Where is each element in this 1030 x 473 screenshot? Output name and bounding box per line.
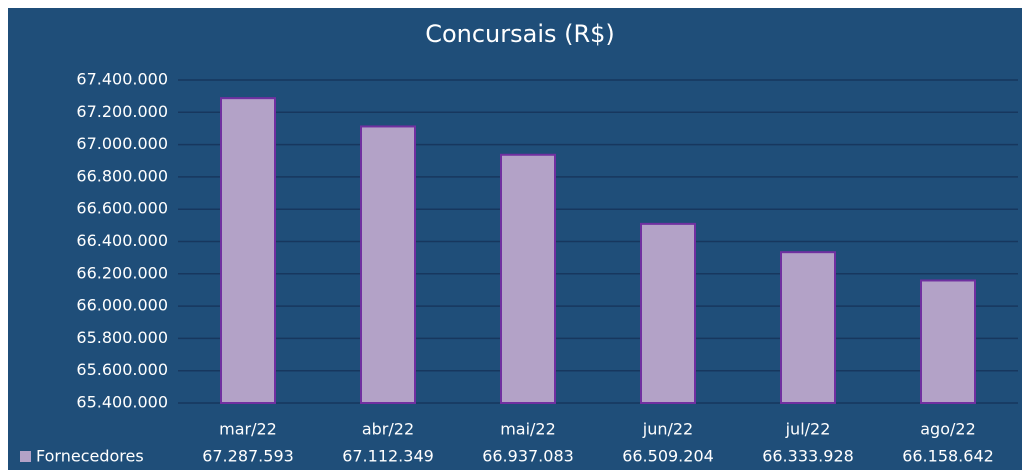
x-tick-label: jun/22 [642, 420, 693, 439]
y-tick-label: 66.600.000 [76, 199, 168, 218]
y-tick-label: 66.200.000 [76, 263, 168, 282]
y-tick-label: 67.000.000 [76, 134, 168, 153]
bar [780, 251, 836, 404]
data-label: 66.158.642 [902, 447, 994, 466]
y-tick-label: 65.400.000 [76, 393, 168, 412]
legend-label: Fornecedores [36, 447, 144, 466]
data-label: 67.112.349 [342, 447, 434, 466]
data-label: 66.937.083 [482, 447, 574, 466]
y-tick-label: 65.800.000 [76, 328, 168, 347]
x-tick-label: mar/22 [219, 420, 277, 439]
y-tick-label: 67.400.000 [76, 70, 168, 89]
x-tick-label: mai/22 [500, 420, 556, 439]
bar [920, 279, 976, 404]
y-tick-label: 66.400.000 [76, 231, 168, 250]
chart-title: Concursais (R$) [425, 20, 615, 48]
data-label: 66.333.928 [762, 447, 854, 466]
bar [640, 222, 696, 404]
y-tick-label: 66.800.000 [76, 166, 168, 185]
x-tick-label: abr/22 [362, 420, 414, 439]
x-tick-label: jul/22 [785, 420, 831, 439]
bar [360, 125, 416, 405]
bar [220, 97, 276, 405]
x-tick-label: ago/22 [920, 420, 976, 439]
y-tick-label: 67.200.000 [76, 102, 168, 121]
data-label: 67.287.593 [202, 447, 294, 466]
y-tick-label: 66.000.000 [76, 296, 168, 315]
data-label: 66.509.204 [622, 447, 714, 466]
bar [500, 153, 556, 404]
y-tick-label: 65.600.000 [76, 360, 168, 379]
legend-key [20, 451, 31, 462]
